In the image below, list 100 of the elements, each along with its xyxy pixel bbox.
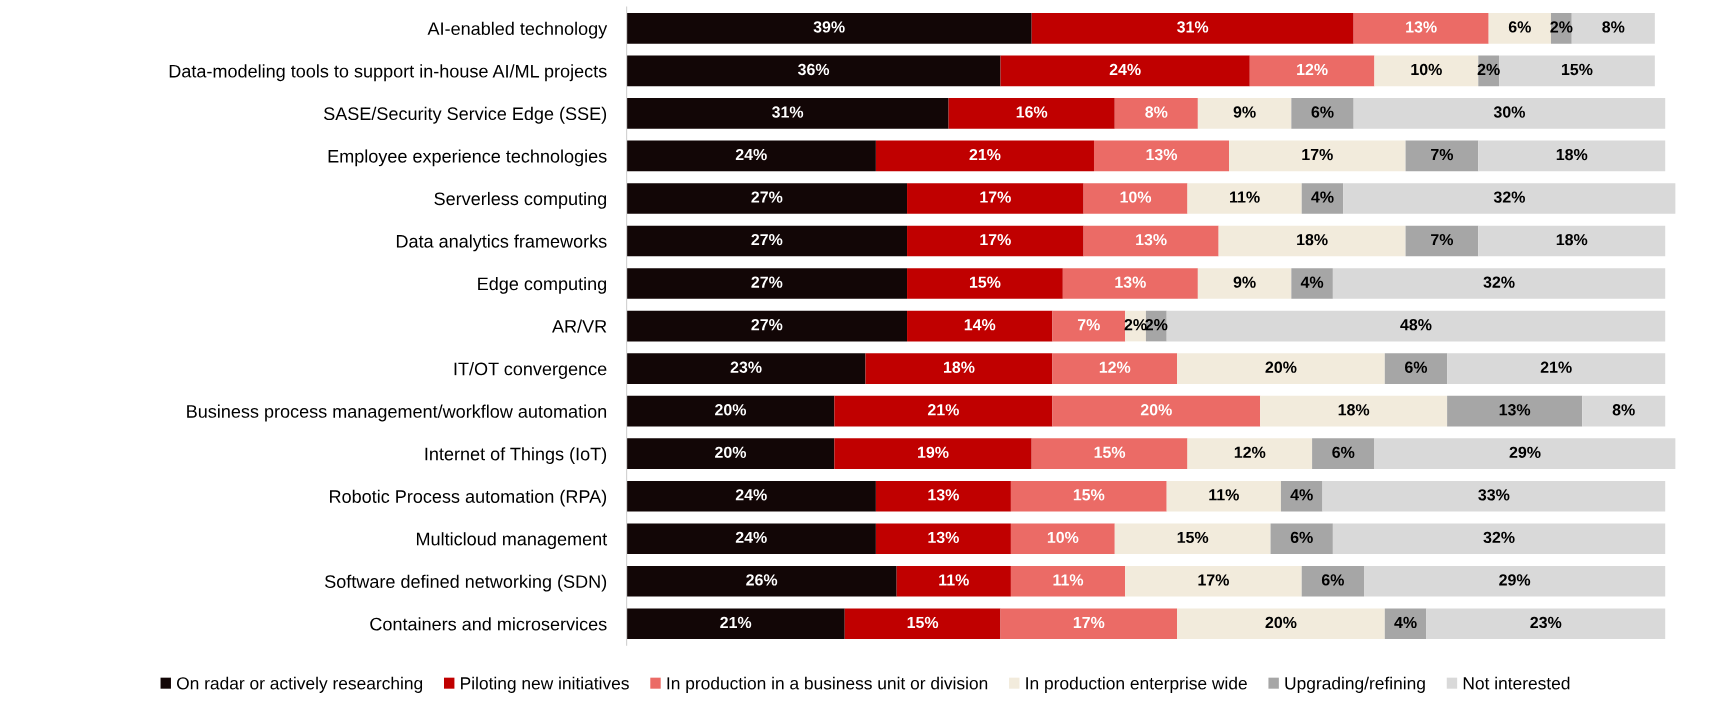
data-label: 2% — [1477, 63, 1500, 76]
bar — [896, 565, 1011, 597]
bar — [626, 55, 1001, 87]
data-label: 13% — [1136, 233, 1167, 246]
data-label: 18% — [1338, 404, 1370, 416]
bar — [626, 353, 866, 384]
bar — [1197, 98, 1292, 129]
data-label: 20% — [1140, 404, 1172, 416]
data-label: 23% — [1530, 616, 1562, 629]
bar — [907, 183, 1084, 214]
bar — [834, 438, 1032, 469]
y-tick-label: Serverless computing — [434, 191, 607, 209]
data-label: 17% — [980, 191, 1011, 203]
data-label: 29% — [1509, 446, 1541, 458]
bar — [907, 268, 1063, 299]
data-label: 4% — [1300, 276, 1324, 288]
data-label: 24% — [735, 148, 767, 161]
bar — [834, 395, 1053, 427]
data-label: 4% — [1290, 489, 1313, 501]
y-tick-label: IT/OT convergence — [454, 362, 607, 379]
data-label: 31% — [771, 106, 804, 118]
bar — [1197, 268, 1292, 299]
bar — [875, 523, 1011, 555]
data-label: 2% — [1145, 319, 1168, 331]
bar — [1301, 565, 1365, 597]
bar — [1249, 55, 1375, 87]
y-tick-label: Containers and microservices — [370, 617, 607, 631]
data-label: 12% — [1297, 63, 1328, 76]
data-label: 18% — [1556, 233, 1588, 246]
bar — [1353, 13, 1489, 44]
data-label: 8% — [1612, 404, 1635, 416]
data-label: 16% — [1016, 106, 1048, 118]
bar — [1426, 608, 1666, 640]
data-label: 18% — [944, 361, 975, 373]
bar — [1364, 565, 1666, 597]
y-tick-label: Robotic Process automation (RPA) — [330, 489, 607, 507]
data-label: 29% — [1499, 574, 1531, 586]
bar — [1052, 395, 1261, 427]
bar — [1582, 395, 1666, 427]
bar — [1332, 268, 1666, 299]
legend-label: Not interested — [1463, 676, 1570, 690]
data-label: 26% — [746, 574, 778, 586]
bar — [907, 310, 1053, 342]
bar — [865, 353, 1053, 384]
data-label: 20% — [715, 404, 747, 416]
bar — [626, 523, 876, 555]
y-tick-label: Internet of Things (IoT) — [425, 447, 607, 464]
legend-label: In production enterprise wide — [1026, 676, 1247, 693]
data-label: 27% — [751, 191, 783, 203]
data-label: 7% — [1431, 148, 1454, 161]
data-label: 13% — [928, 531, 959, 544]
legend-label: Upgrading/refining — [1285, 676, 1425, 693]
bar — [626, 438, 835, 469]
bar — [1052, 353, 1178, 384]
bar — [948, 98, 1115, 129]
data-label: 17% — [1302, 148, 1333, 161]
data-label: 6% — [1321, 574, 1344, 586]
bar — [1010, 565, 1126, 597]
y-tick-label: Software defined networking (SDN) — [325, 574, 607, 592]
data-label: 27% — [751, 233, 783, 246]
data-label: 36% — [797, 63, 830, 76]
bar — [626, 565, 897, 597]
bar — [1384, 608, 1427, 640]
data-label: 15% — [1094, 446, 1126, 458]
data-label: 2% — [1124, 319, 1147, 331]
bar — [1291, 268, 1333, 299]
bar — [626, 395, 835, 427]
data-label: 4% — [1311, 191, 1334, 203]
bar — [1031, 13, 1354, 44]
data-label: 11% — [1209, 489, 1239, 501]
bar — [1166, 480, 1281, 512]
data-label: 39% — [813, 21, 845, 33]
bar — [1332, 523, 1666, 555]
data-label: 15% — [1561, 63, 1593, 76]
bar — [875, 480, 1011, 512]
bar — [626, 183, 908, 214]
data-label: 21% — [969, 148, 1001, 161]
bar — [626, 140, 876, 172]
bar — [1010, 523, 1115, 555]
bar — [1187, 183, 1302, 214]
data-label: 7% — [1077, 319, 1100, 331]
bar — [1384, 353, 1448, 384]
data-label: 6% — [1332, 446, 1355, 458]
y-tick-label: Multicloud management — [416, 532, 608, 550]
data-label: 6% — [1508, 21, 1531, 33]
data-label: 13% — [1146, 148, 1178, 161]
bar — [1322, 480, 1666, 512]
bar — [1291, 98, 1354, 129]
data-label: 9% — [1233, 276, 1256, 288]
bar — [1478, 140, 1666, 172]
y-tick-label: Data-modeling tools to support in-house AI/ML projects — [169, 64, 607, 82]
data-label: 11% — [1053, 574, 1084, 586]
data-label: 18% — [1297, 233, 1328, 246]
data-label: 21% — [1540, 361, 1572, 373]
data-label: 27% — [751, 276, 783, 288]
data-label: 13% — [1406, 21, 1437, 33]
data-label: 11% — [939, 574, 969, 586]
y-tick-label: Business process management/workflow automation — [187, 404, 607, 422]
bar — [626, 480, 876, 512]
data-label: 24% — [735, 489, 767, 501]
